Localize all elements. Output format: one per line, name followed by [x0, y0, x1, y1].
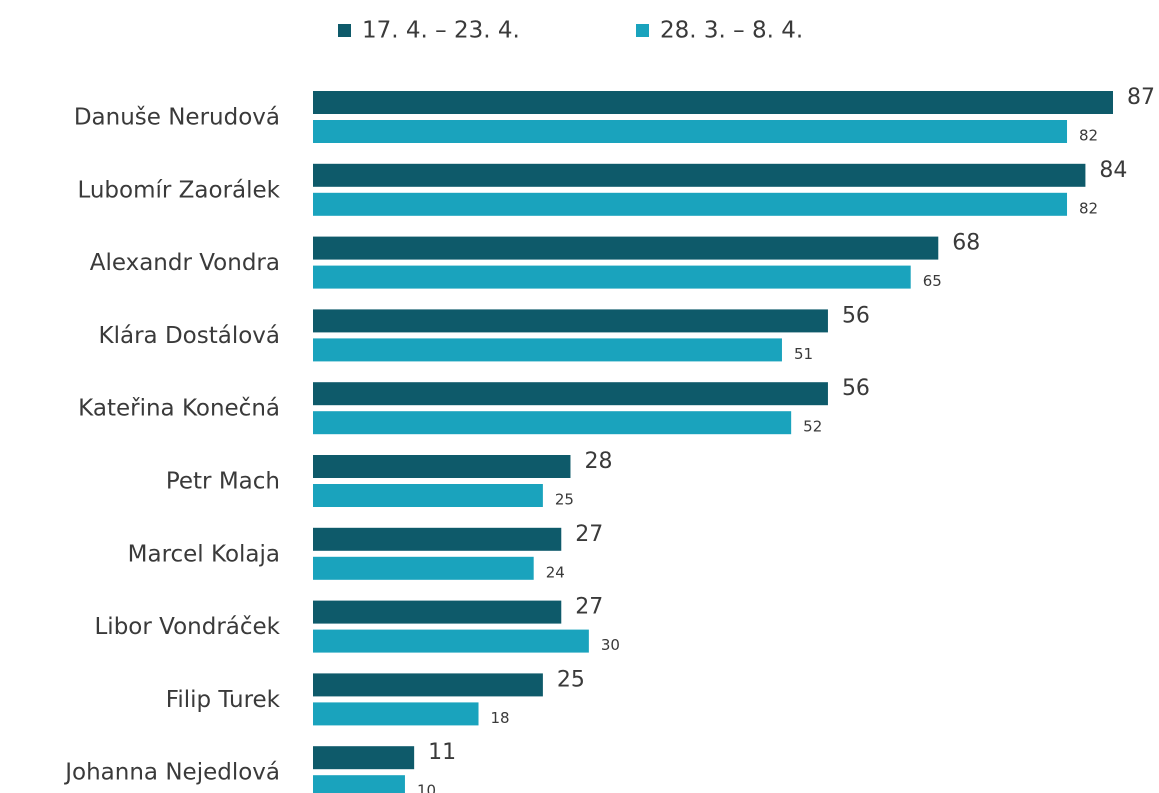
- bar: [313, 236, 939, 260]
- bar: [313, 673, 543, 697]
- value-label: 82: [1079, 127, 1098, 145]
- bar: [313, 91, 1113, 114]
- legend-label: 17. 4. – 23. 4.: [362, 18, 520, 44]
- bar: [313, 484, 543, 507]
- value-label: 25: [557, 667, 585, 692]
- category-label: Klára Dostálová: [99, 323, 280, 349]
- bar: [313, 163, 1086, 187]
- value-label: 56: [842, 303, 870, 328]
- bar: [313, 265, 911, 289]
- value-label: 18: [491, 709, 510, 727]
- bar: [313, 309, 828, 333]
- legend-swatch: [338, 24, 351, 37]
- category-label: Johanna Nejedlová: [63, 760, 280, 786]
- category-label: Kateřina Konečná: [78, 396, 280, 422]
- value-label: 87: [1127, 85, 1155, 110]
- bar: [313, 746, 415, 770]
- category-label: Marcel Kolaja: [128, 541, 280, 567]
- value-label: 27: [575, 522, 603, 547]
- value-label: 27: [575, 595, 603, 620]
- category-label: Filip Turek: [166, 687, 281, 713]
- bar: [313, 600, 562, 624]
- value-label: 82: [1079, 199, 1098, 217]
- legend-label: 28. 3. – 8. 4.: [660, 18, 803, 44]
- bar: [313, 120, 1068, 143]
- bar: [313, 411, 792, 435]
- bar: [313, 192, 1068, 216]
- bar: [313, 702, 479, 726]
- value-label: 24: [546, 563, 565, 581]
- bar: [313, 775, 405, 793]
- category-label: Lubomír Zaorálek: [77, 177, 280, 203]
- bar: [313, 527, 562, 551]
- category-label: Petr Mach: [166, 469, 280, 495]
- value-label: 11: [428, 740, 456, 765]
- category-label: Libor Vondráček: [94, 614, 280, 640]
- value-label: 68: [952, 231, 980, 256]
- category-label: Alexandr Vondra: [90, 250, 280, 276]
- value-label: 10: [417, 782, 436, 793]
- value-label: 30: [601, 636, 620, 654]
- bar: [313, 556, 534, 580]
- bar: [313, 629, 589, 653]
- value-label: 65: [923, 272, 942, 290]
- value-label: 84: [1099, 158, 1127, 183]
- value-label: 56: [842, 376, 870, 401]
- bar: [313, 338, 782, 362]
- value-label: 28: [584, 449, 612, 474]
- value-label: 52: [803, 418, 822, 436]
- bar: [313, 382, 828, 406]
- value-label: 51: [794, 345, 813, 363]
- legend-swatch: [636, 24, 649, 37]
- category-label: Danuše Nerudová: [74, 105, 280, 131]
- value-label: 25: [555, 491, 574, 509]
- bar: [313, 455, 571, 478]
